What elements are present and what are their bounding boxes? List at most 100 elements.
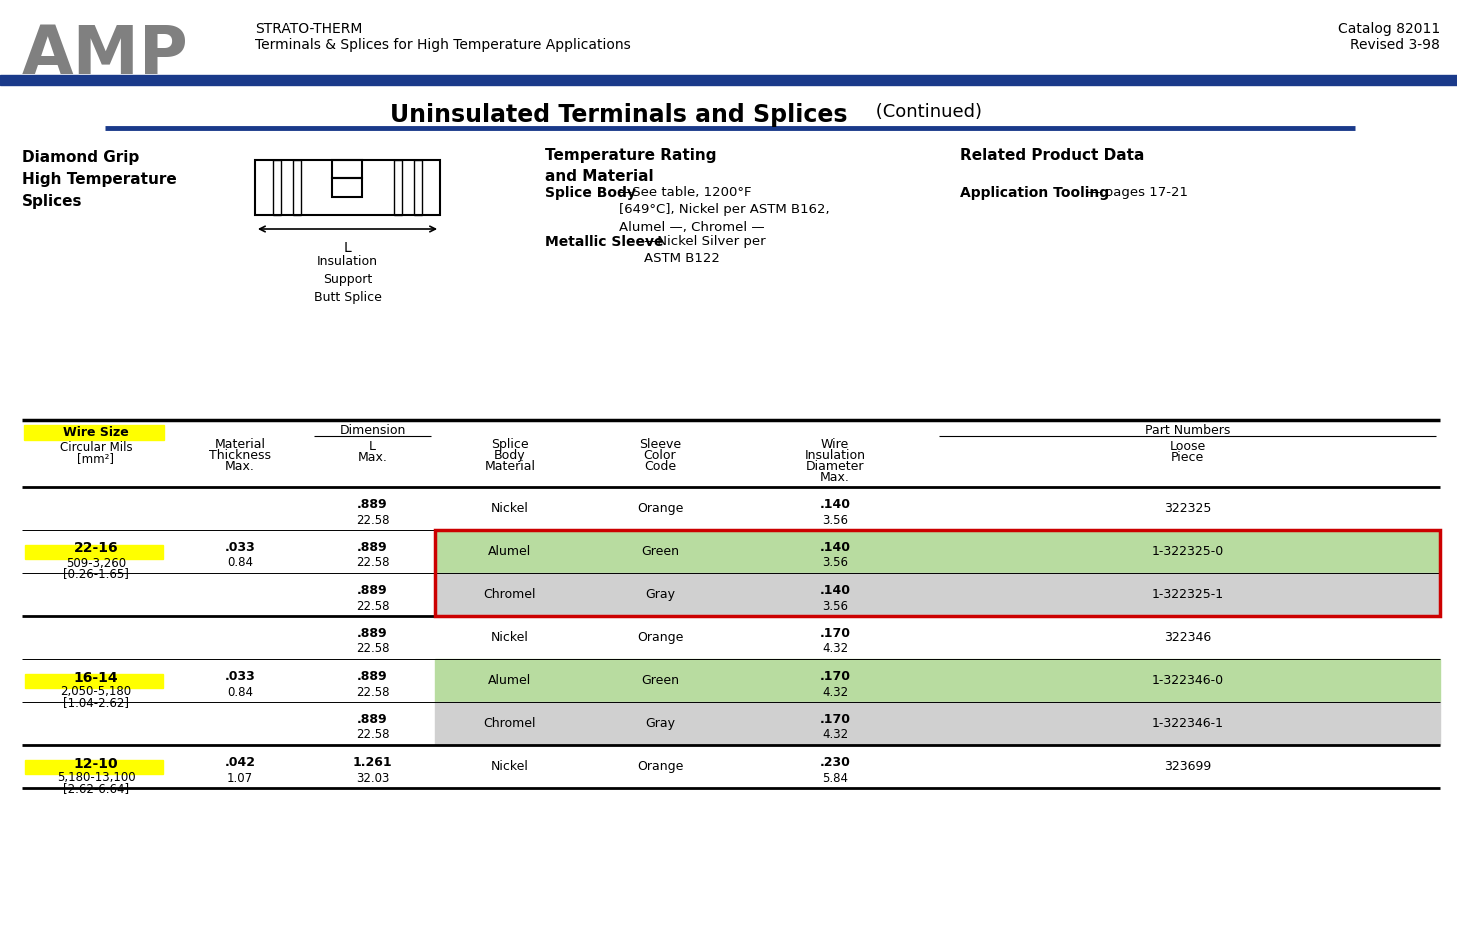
Bar	[23, 425, 165, 440]
Bar	[436, 530, 1440, 573]
Text: 32.03: 32.03	[356, 771, 389, 785]
Text: 22.58: 22.58	[356, 556, 389, 570]
Text: Orange: Orange	[637, 631, 683, 644]
Bar	[436, 530, 1440, 616]
Text: Terminals & Splices for High Temperature Applications: Terminals & Splices for High Temperature…	[255, 38, 631, 52]
Text: Related Product Data: Related Product Data	[960, 148, 1144, 163]
Text: L: L	[344, 241, 351, 255]
Text: .140: .140	[819, 541, 851, 554]
Text: 22.58: 22.58	[356, 728, 389, 742]
Text: Wire Size: Wire Size	[63, 426, 128, 439]
Text: 22.58: 22.58	[356, 599, 389, 612]
Text: Part Numbers: Part Numbers	[1145, 424, 1230, 437]
Text: Orange: Orange	[637, 760, 683, 773]
Text: 1-322325-0: 1-322325-0	[1151, 545, 1224, 558]
Text: 3.56: 3.56	[822, 556, 848, 570]
Text: .889: .889	[357, 670, 388, 683]
Text: 1-322346-1: 1-322346-1	[1151, 717, 1224, 730]
Text: Green: Green	[641, 545, 679, 558]
Text: .889: .889	[357, 498, 388, 511]
Text: — pages 17-21: — pages 17-21	[1083, 186, 1187, 199]
Text: 22.58: 22.58	[356, 686, 389, 698]
Text: Alumel: Alumel	[488, 674, 532, 687]
Text: .889: .889	[357, 713, 388, 726]
Text: Splice: Splice	[491, 438, 529, 451]
Text: .042: .042	[224, 756, 255, 769]
Bar	[332, 160, 361, 178]
Text: 5.84: 5.84	[822, 771, 848, 785]
Text: Gray: Gray	[645, 717, 675, 730]
Text: .170: .170	[819, 670, 851, 683]
Bar	[393, 160, 402, 215]
Text: 0.84: 0.84	[227, 686, 254, 698]
Text: Piece: Piece	[1171, 451, 1203, 464]
Text: 4.32: 4.32	[822, 643, 848, 655]
Text: 509-3,260: 509-3,260	[66, 556, 127, 570]
Text: 22.58: 22.58	[356, 643, 389, 655]
Text: Material: Material	[485, 460, 536, 473]
Text: 12-10: 12-10	[74, 756, 118, 770]
Text: Wire: Wire	[820, 438, 849, 451]
Text: Loose: Loose	[1170, 440, 1205, 453]
Text: Thickness: Thickness	[208, 449, 271, 462]
Text: —See table, 1200°F
[649°C], Nickel per ASTM B162,
Alumel —, Chromel —: —See table, 1200°F [649°C], Nickel per A…	[619, 186, 829, 234]
Text: 3.56: 3.56	[822, 599, 848, 612]
Text: Dimension: Dimension	[339, 424, 405, 437]
Text: Insulation: Insulation	[804, 449, 865, 462]
Text: Orange: Orange	[637, 502, 683, 515]
Text: Revised 3-98: Revised 3-98	[1351, 38, 1440, 52]
Text: .170: .170	[819, 627, 851, 640]
Text: Nickel: Nickel	[491, 760, 529, 773]
Text: Body: Body	[494, 449, 526, 462]
Text: 322346: 322346	[1164, 631, 1211, 644]
Text: Circular Mils: Circular Mils	[60, 441, 133, 454]
Text: 323699: 323699	[1164, 760, 1211, 773]
Text: 4.32: 4.32	[822, 686, 848, 698]
Bar	[436, 659, 1440, 702]
Text: .140: .140	[819, 498, 851, 511]
Text: —Nickel Silver per
ASTM B122: —Nickel Silver per ASTM B122	[644, 235, 765, 265]
Text: L: L	[369, 440, 376, 453]
Text: Chromel: Chromel	[484, 588, 536, 601]
Text: Chromel: Chromel	[484, 717, 536, 730]
Text: .033: .033	[224, 541, 255, 554]
Text: Max.: Max.	[224, 460, 255, 473]
Bar	[25, 545, 163, 558]
Text: [2.62-6.64]: [2.62-6.64]	[63, 783, 130, 795]
Text: Color: Color	[644, 449, 676, 462]
Text: Diameter: Diameter	[806, 460, 864, 473]
Text: [mm²]: [mm²]	[77, 452, 115, 465]
Text: 1-322346-0: 1-322346-0	[1151, 674, 1224, 687]
Text: Gray: Gray	[645, 588, 675, 601]
Text: Diamond Grip
High Temperature
Splices: Diamond Grip High Temperature Splices	[22, 150, 176, 209]
Text: Application Tooling: Application Tooling	[960, 186, 1109, 200]
Text: [0.26-1.65]: [0.26-1.65]	[63, 568, 128, 580]
Text: Nickel: Nickel	[491, 631, 529, 644]
Text: Sleeve: Sleeve	[640, 438, 680, 451]
Text: [1.04-2.62]: [1.04-2.62]	[63, 696, 130, 709]
Text: 22-16: 22-16	[74, 541, 118, 555]
Text: Max.: Max.	[357, 451, 388, 464]
Bar	[332, 178, 361, 197]
Text: 22.58: 22.58	[356, 514, 389, 527]
Text: Green: Green	[641, 674, 679, 687]
Bar	[25, 673, 163, 688]
Text: Catalog 82011: Catalog 82011	[1338, 22, 1440, 36]
Text: Code: Code	[644, 460, 676, 473]
Text: STRATO-THERM: STRATO-THERM	[255, 22, 363, 36]
Text: Max.: Max.	[820, 471, 849, 484]
Text: .170: .170	[819, 713, 851, 726]
Text: 5,180-13,100: 5,180-13,100	[57, 771, 136, 785]
Text: .230: .230	[819, 756, 851, 769]
Bar	[436, 702, 1440, 745]
Bar	[255, 160, 440, 215]
Text: .140: .140	[819, 584, 851, 597]
Text: .889: .889	[357, 541, 388, 554]
Text: .889: .889	[357, 627, 388, 640]
Text: .889: .889	[357, 584, 388, 597]
Text: Uninsulated Terminals and Splices: Uninsulated Terminals and Splices	[390, 103, 848, 127]
Bar	[0, 75, 1457, 85]
Text: (Continued): (Continued)	[870, 103, 982, 121]
Bar	[414, 160, 423, 215]
Text: AMP: AMP	[22, 22, 188, 88]
